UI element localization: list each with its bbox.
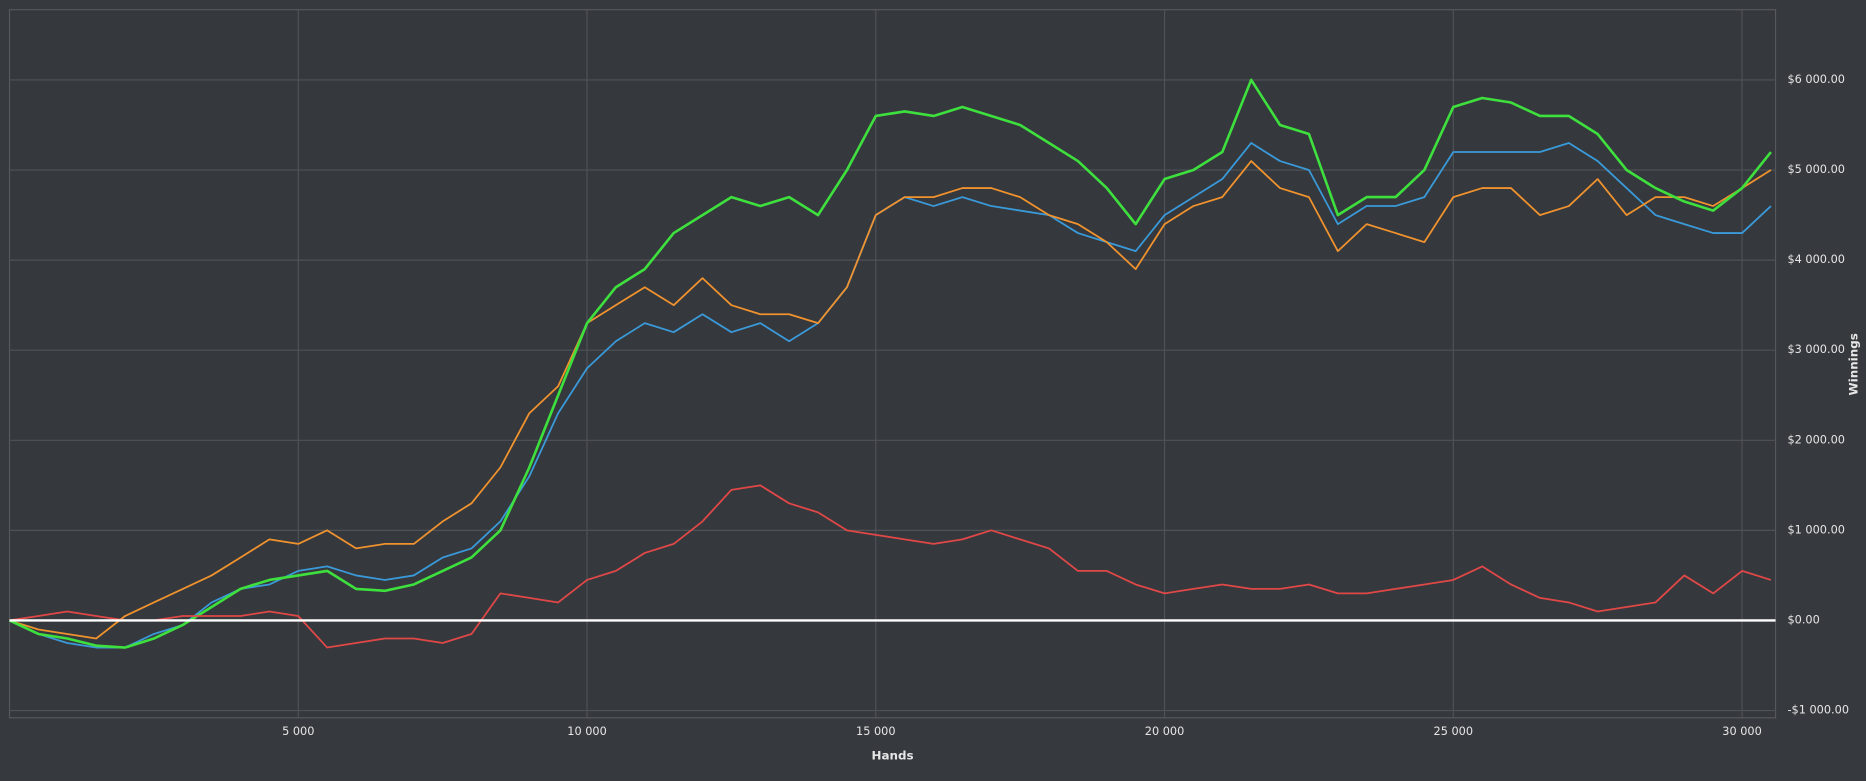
y-tick-label: -$1 000.00	[1787, 704, 1849, 717]
plot-area	[8, 9, 1777, 719]
y-tick-label: $4 000.00	[1787, 253, 1845, 266]
x-tick-label: 20 000	[1145, 725, 1185, 738]
y-tick-label: $6 000.00	[1787, 73, 1845, 86]
series-line	[9, 160, 1772, 640]
y-tick-label: $1 000.00	[1787, 523, 1845, 536]
y-tick-label: $0.00	[1787, 613, 1819, 626]
y-tick-label: $3 000.00	[1787, 343, 1845, 356]
y-axis-title: Winnings	[1847, 333, 1861, 395]
x-tick-label: 5 000	[282, 725, 314, 738]
series-line	[8, 78, 1772, 649]
x-tick-label: 15 000	[856, 725, 896, 738]
x-tick-label: 30 000	[1722, 725, 1762, 738]
y-tick-label: $2 000.00	[1787, 433, 1845, 446]
y-tick-label: $5 000.00	[1787, 163, 1845, 176]
x-tick-label: 10 000	[567, 725, 607, 738]
x-tick-label: 25 000	[1434, 725, 1474, 738]
x-axis-title: Hands	[872, 748, 914, 762]
